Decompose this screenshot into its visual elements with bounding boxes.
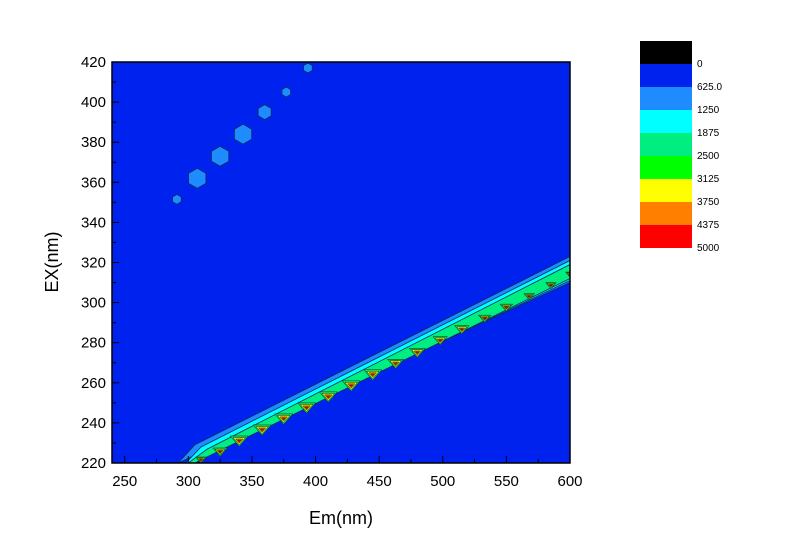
x-tick-label: 500 (430, 473, 455, 490)
contour-band-inner (187, 264, 570, 463)
y-tick-label: 300 (81, 295, 106, 312)
legend-label: 5000 (697, 243, 720, 254)
legend-label: 1250 (697, 105, 720, 116)
x-tick-label: 350 (239, 473, 264, 490)
peak-marker (304, 406, 309, 410)
contour-layer (172, 62, 570, 463)
peak-marker (199, 459, 203, 461)
x-tick-label: 550 (494, 473, 519, 490)
y-tick-label: 340 (81, 214, 106, 231)
legend-label: 0 (697, 59, 703, 70)
legend-label: 4375 (697, 220, 720, 231)
legend-label: 1875 (697, 128, 720, 139)
color-scale-legend: 0 625.0 1250 1875 2500 3125 3750 4375 5000 (640, 41, 722, 254)
peak-marker (237, 439, 242, 443)
contour-island (211, 145, 230, 167)
peak-marker (527, 295, 531, 298)
legend-swatch (640, 133, 692, 156)
legend-swatch (640, 64, 692, 87)
contour-island (281, 86, 292, 98)
y-axis-title: EX(nm) (42, 231, 62, 292)
peak-marker (218, 451, 222, 454)
x-tick-label: 600 (557, 473, 582, 490)
peak-marker (504, 306, 509, 309)
contour-island (188, 167, 207, 189)
contour-island (172, 193, 182, 205)
contour-island (257, 104, 272, 121)
legend-swatch (640, 225, 692, 248)
peak-marker (438, 339, 443, 342)
peak-marker (393, 362, 398, 366)
peak-marker (370, 373, 375, 377)
peak-marker (460, 328, 464, 331)
peak-marker (415, 351, 420, 354)
peak-marker (281, 417, 286, 421)
legend-swatch (640, 41, 692, 64)
legend-label: 625.0 (697, 82, 722, 93)
legend-swatch (640, 87, 692, 110)
x-tick-label: 400 (303, 473, 328, 490)
y-tick-label: 220 (81, 455, 106, 472)
peak-marker (259, 428, 265, 432)
x-tick-label: 450 (367, 473, 392, 490)
y-tick-label: 360 (81, 174, 106, 191)
legend-label: 3125 (697, 174, 720, 185)
y-tick-label: 240 (81, 415, 106, 432)
legend-swatch (640, 179, 692, 202)
y-tick-label: 420 (81, 54, 106, 71)
y-axis: 220 240 260 280 300 320 340 360 380 400 420 (81, 54, 119, 472)
legend-swatch (640, 202, 692, 225)
legend-swatch (640, 110, 692, 133)
y-tick-label: 380 (81, 134, 106, 151)
x-axis-title: Em(nm) (309, 508, 373, 528)
y-tick-label: 260 (81, 375, 106, 392)
legend-label: 2500 (697, 151, 720, 162)
y-tick-label: 280 (81, 335, 106, 352)
x-tick-label: 300 (176, 473, 201, 490)
plot-background (112, 62, 570, 463)
y-tick-label: 320 (81, 255, 106, 272)
legend-swatch (640, 156, 692, 179)
x-tick-label: 250 (112, 473, 137, 490)
peak-marker (326, 395, 331, 399)
x-axis: 250 300 350 400 450 500 550 600 (112, 456, 583, 490)
y-tick-label: 400 (81, 94, 106, 111)
contour-island (233, 123, 253, 145)
peak-marker (483, 317, 487, 320)
legend-label: 3750 (697, 197, 720, 208)
peak-marker (549, 284, 553, 287)
peak-marker (349, 384, 354, 388)
contour-island (303, 62, 313, 74)
